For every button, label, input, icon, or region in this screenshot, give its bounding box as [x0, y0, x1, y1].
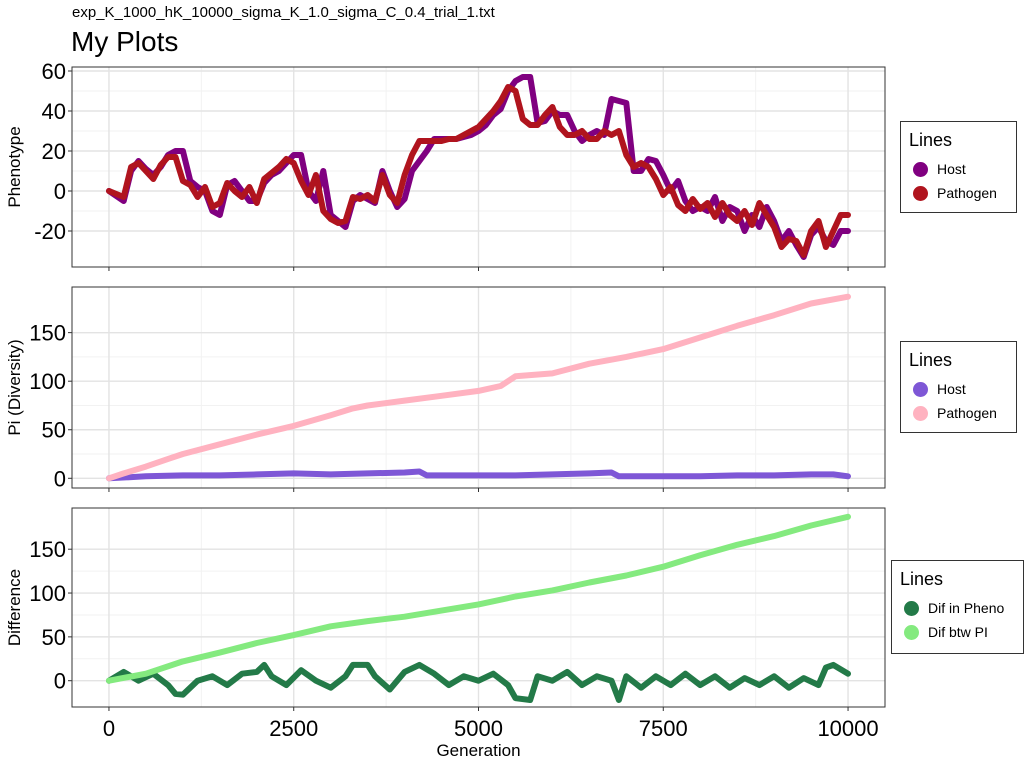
legend-phenotype: Lines Host Pathogen [900, 121, 1017, 213]
y-tick-label: 150 [29, 321, 66, 346]
legend-swatch-host [913, 161, 928, 177]
legend-label: Dif btw PI [928, 624, 988, 640]
legend-swatch-pathogen [913, 185, 928, 201]
y-tick-label: 100 [29, 581, 66, 606]
series-line-dif-btw-pi [106, 513, 851, 684]
legend-item-dif-in-pheno: Dif in Pheno [900, 596, 1015, 620]
x-tick-label: 7500 [639, 716, 688, 741]
y-tick-label: 0 [54, 669, 66, 694]
y-tick-label: 20 [42, 139, 66, 164]
series-line-dif-in-pheno [106, 661, 851, 703]
legend-title: Lines [909, 350, 953, 370]
series-line-host [106, 468, 851, 482]
legend-label: Host [937, 381, 966, 397]
y-tick-label: 50 [42, 625, 66, 650]
y-axis-label: Phenotype [5, 126, 24, 207]
y-tick-label: 40 [42, 99, 66, 124]
y-tick-label: 60 [42, 59, 66, 84]
y-axis-label: Difference [5, 569, 24, 646]
legend-item-pathogen: Pathogen [909, 401, 1008, 425]
legend-label: Pathogen [937, 405, 997, 421]
y-tick-label: 100 [29, 369, 66, 394]
legend-label: Dif in Pheno [928, 600, 1005, 616]
legend-title: Lines [909, 130, 953, 150]
panel-2: 0 50 100 150 Difference 0 2500 5000 7500 10000 Gen… [5, 507, 886, 760]
y-tick-label: 150 [29, 537, 66, 562]
x-tick-label: 0 [103, 716, 115, 741]
legend-swatch-host [913, 381, 928, 397]
y-tick-label: 0 [54, 466, 66, 491]
legend-diversity: Lines Host Pathogen [900, 341, 1017, 433]
legend-title: Lines [900, 569, 944, 589]
legend-swatch-dif-btw-pi [904, 624, 919, 640]
x-tick-label: 10000 [817, 716, 878, 741]
legend-item-dif-btw-pi: Dif btw PI [900, 620, 1015, 644]
legend-difference: Lines Dif in Pheno Dif btw PI [891, 560, 1024, 654]
x-axis-label: Generation [436, 741, 520, 760]
x-tick-label: 2500 [269, 716, 318, 741]
legend-item-pathogen: Pathogen [909, 181, 1008, 205]
panel-1: 0 50 100 150 Pi (Diversity) [5, 286, 886, 492]
y-tick-label: 50 [42, 418, 66, 443]
legend-item-host: Host [909, 157, 1008, 181]
series-line-pathogen [106, 293, 851, 482]
legend-swatch-dif-in-pheno [904, 600, 919, 616]
legend-swatch-pathogen [913, 405, 928, 421]
legend-label: Host [937, 161, 966, 177]
plot-title: My Plots [71, 26, 179, 57]
legend-label: Pathogen [937, 185, 997, 201]
plot-subtitle: exp_K_1000_hK_10000_sigma_K_1.0_sigma_C_… [72, 4, 495, 21]
y-axis-label: Pi (Diversity) [5, 339, 24, 435]
y-tick-label: -20 [34, 219, 66, 244]
series-line-pathogen [106, 84, 851, 258]
y-tick-label: 0 [54, 179, 66, 204]
panel-0: -20 0 20 40 60 Phenotype [5, 59, 886, 271]
legend-item-host: Host [909, 377, 1008, 401]
x-tick-label: 5000 [454, 716, 503, 741]
